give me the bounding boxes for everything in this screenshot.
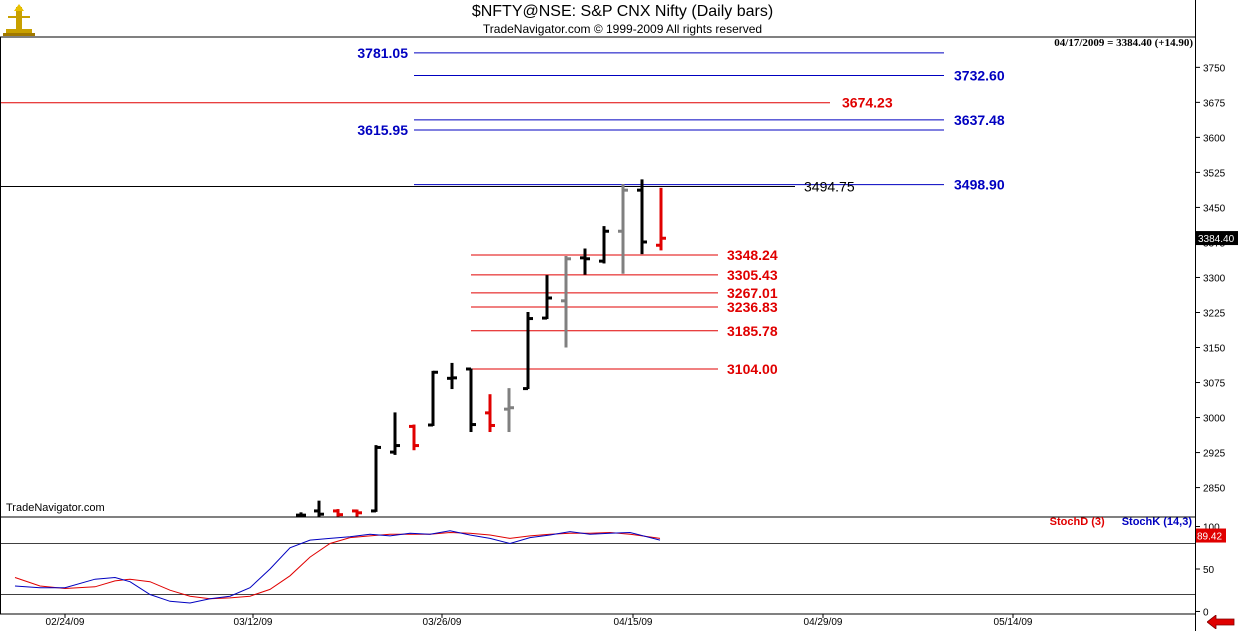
level-label: 3498.90 (954, 177, 1005, 193)
red-left-arrow-icon[interactable] (1207, 615, 1235, 629)
oscillator-panel-frame (0, 516, 1196, 615)
stoch-last-value-label: 89.42 (1197, 532, 1222, 543)
watermark-text: TradeNavigator.com (6, 502, 105, 514)
stoch-y-tick-label: 100 (1203, 523, 1220, 534)
level-label: 3348.24 (727, 247, 778, 263)
level-label: 3637.48 (954, 112, 1005, 128)
price-y-tick-label: 2850 (1203, 484, 1226, 495)
x-tick-label: 04/15/09 (614, 617, 653, 628)
copyright-subtitle: TradeNavigator.com © 1999-2009 All right… (482, 22, 763, 36)
x-tick-label: 03/26/09 (423, 617, 462, 628)
legend-stochd: StochD (3) (1049, 516, 1105, 528)
oscillator-legend: StochD (3) StochK (14,3) (1050, 516, 1192, 528)
legend-stochk: StochK (14,3) (1121, 516, 1192, 528)
last-price-tag-bg (1196, 231, 1238, 246)
price-y-tick-label: 3150 (1203, 344, 1226, 355)
price-y-tick-label: 3300 (1203, 273, 1226, 284)
x-tick-label: 05/14/09 (994, 617, 1033, 628)
level-label: 3732.60 (954, 67, 1005, 83)
x-tick-label: 04/29/09 (804, 617, 843, 628)
price-y-tick-label: 3000 (1203, 414, 1226, 425)
price-y-tick-label: 3750 (1203, 63, 1226, 74)
stoch-y-tick-label: 0 (1203, 607, 1209, 618)
level-label: 3674.23 (842, 95, 893, 111)
price-y-tick-label: 3450 (1203, 203, 1226, 214)
x-tick-label: 03/12/09 (234, 617, 273, 628)
stochastic-panel (0, 530, 1195, 604)
stoch-series-line (14, 531, 661, 600)
level-label: 3236.83 (727, 299, 778, 315)
price-y-tick-label: 3600 (1203, 133, 1226, 144)
stoch-y-tick-label: 50 (1203, 565, 1215, 576)
stoch-last-value-bg (1196, 528, 1226, 543)
chart-title: $NFTY@NSE: S&P CNX Nifty (Daily bars) (471, 3, 774, 20)
trade-navigator-logo-icon (3, 4, 35, 36)
level-label: 3104.00 (727, 361, 778, 377)
price-y-tick-label: 3675 (1203, 98, 1226, 109)
level-label: 3267.01 (727, 285, 778, 301)
level-label: 3305.43 (727, 267, 778, 283)
price-y-tick-label: 2925 (1203, 449, 1226, 460)
price-y-tick-label: 3525 (1203, 168, 1226, 179)
price-y-tick-label: 3075 (1203, 379, 1226, 390)
last-price-tag-label: 3384.40 (1198, 234, 1235, 245)
x-tick-label: 02/24/09 (46, 617, 85, 628)
price-y-tick-label: 3225 (1203, 308, 1226, 319)
price-panel: 3781.05 3732.60 3674.23 3637.48 3615.95 3498.… (0, 45, 1005, 517)
stoch-series-line (14, 530, 661, 604)
level-label: 3494.75 (804, 179, 855, 195)
level-label: 3615.95 (357, 122, 408, 138)
level-label: 3185.78 (727, 323, 778, 339)
last-price-info: 04/17/2009 = 3384.40 (+14.90) (1054, 37, 1193, 49)
price-panel-frame (0, 36, 1196, 518)
level-label: 3781.05 (357, 45, 408, 61)
